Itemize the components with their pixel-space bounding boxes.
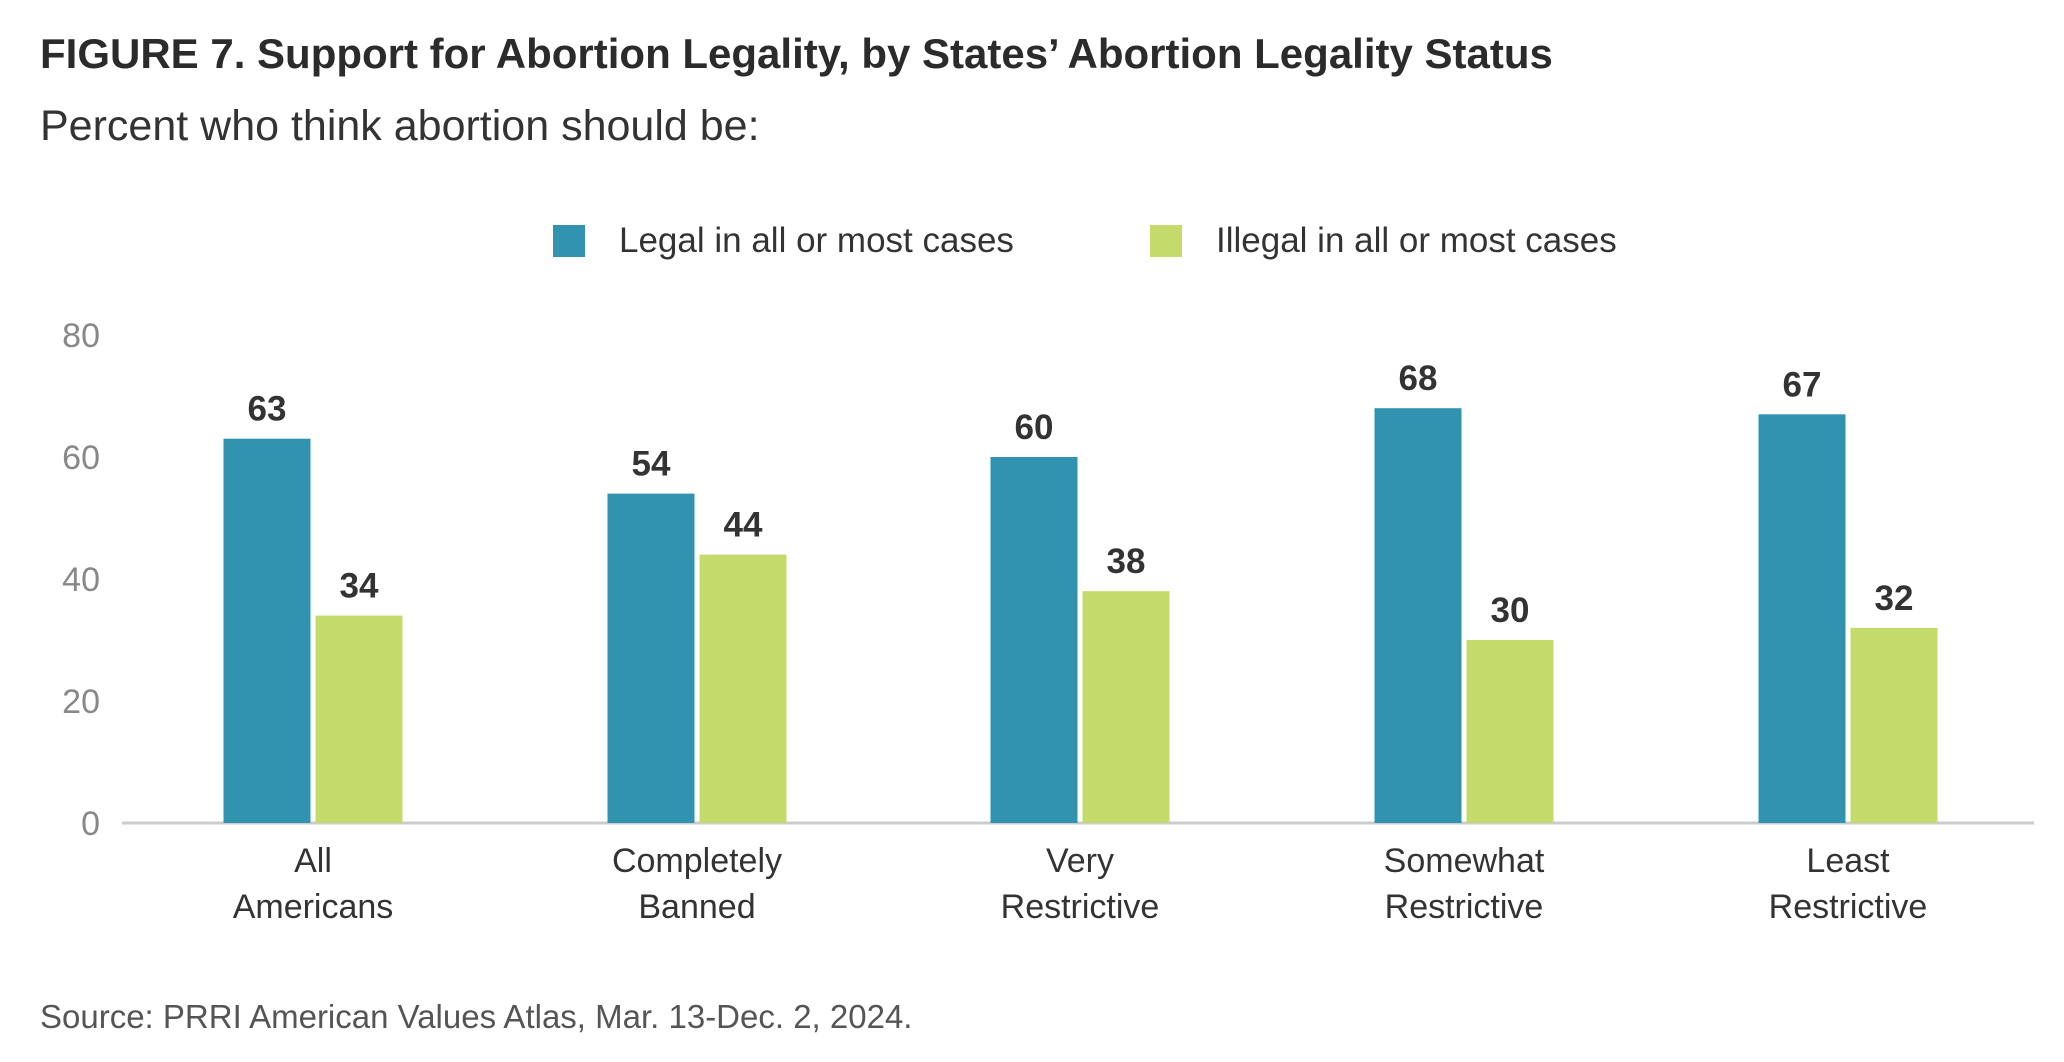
bar-legal [1758,414,1846,823]
data-label: 34 [340,567,379,606]
chart-subtitle: Percent who think abortion should be: [40,102,760,150]
y-tick-label: 0 [81,805,100,843]
legend-label-illegal: Illegal in all or most cases [1216,221,1617,260]
bar-illegal [1466,640,1554,823]
y-tick-label: 80 [62,317,100,355]
x-tick-label: Americans [233,888,394,926]
data-label: 67 [1783,365,1822,404]
legend-item-legal: Legal in all or most cases [553,216,1014,266]
data-label: 63 [248,390,287,429]
x-tick-label: Completely [612,842,782,880]
x-tick-label: Least [1806,842,1890,880]
chart-title: FIGURE 7. Support for Abortion Legality,… [40,30,1553,77]
x-tick-label: Restrictive [1769,888,1928,926]
y-tick-label: 60 [62,439,100,477]
data-label: 68 [1399,359,1438,398]
bar-legal [607,493,695,823]
data-label: 30 [1491,591,1530,630]
bar-legal [990,457,1078,823]
bar-illegal [315,615,403,823]
data-label: 38 [1107,542,1146,581]
data-label: 32 [1875,579,1914,618]
data-label: 54 [632,445,671,484]
legend-swatch-legal [553,225,585,257]
data-label: 60 [1015,408,1054,447]
x-tick-label: Banned [638,888,755,926]
bar-legal [1374,408,1462,823]
data-label: 44 [724,506,763,545]
x-tick-label: Restrictive [1001,888,1160,926]
legend-swatch-illegal [1150,225,1182,257]
x-tick-label: Very [1046,842,1114,880]
bar-illegal [1082,591,1170,823]
x-tick-label: Restrictive [1385,888,1544,926]
legend: Legal in all or most cases Illegal in al… [0,216,2064,266]
legend-label-legal: Legal in all or most cases [619,221,1014,260]
source-note: Source: PRRI American Values Atlas, Mar.… [40,998,913,1035]
x-tick-label: All [294,842,332,880]
bar-illegal [1850,627,1938,823]
y-tick-label: 40 [62,561,100,599]
legend-item-illegal: Illegal in all or most cases [1150,216,1617,266]
bar-illegal [699,554,787,823]
bar-legal [223,438,311,823]
y-tick-label: 20 [62,683,100,721]
x-tick-label: Somewhat [1384,842,1545,880]
